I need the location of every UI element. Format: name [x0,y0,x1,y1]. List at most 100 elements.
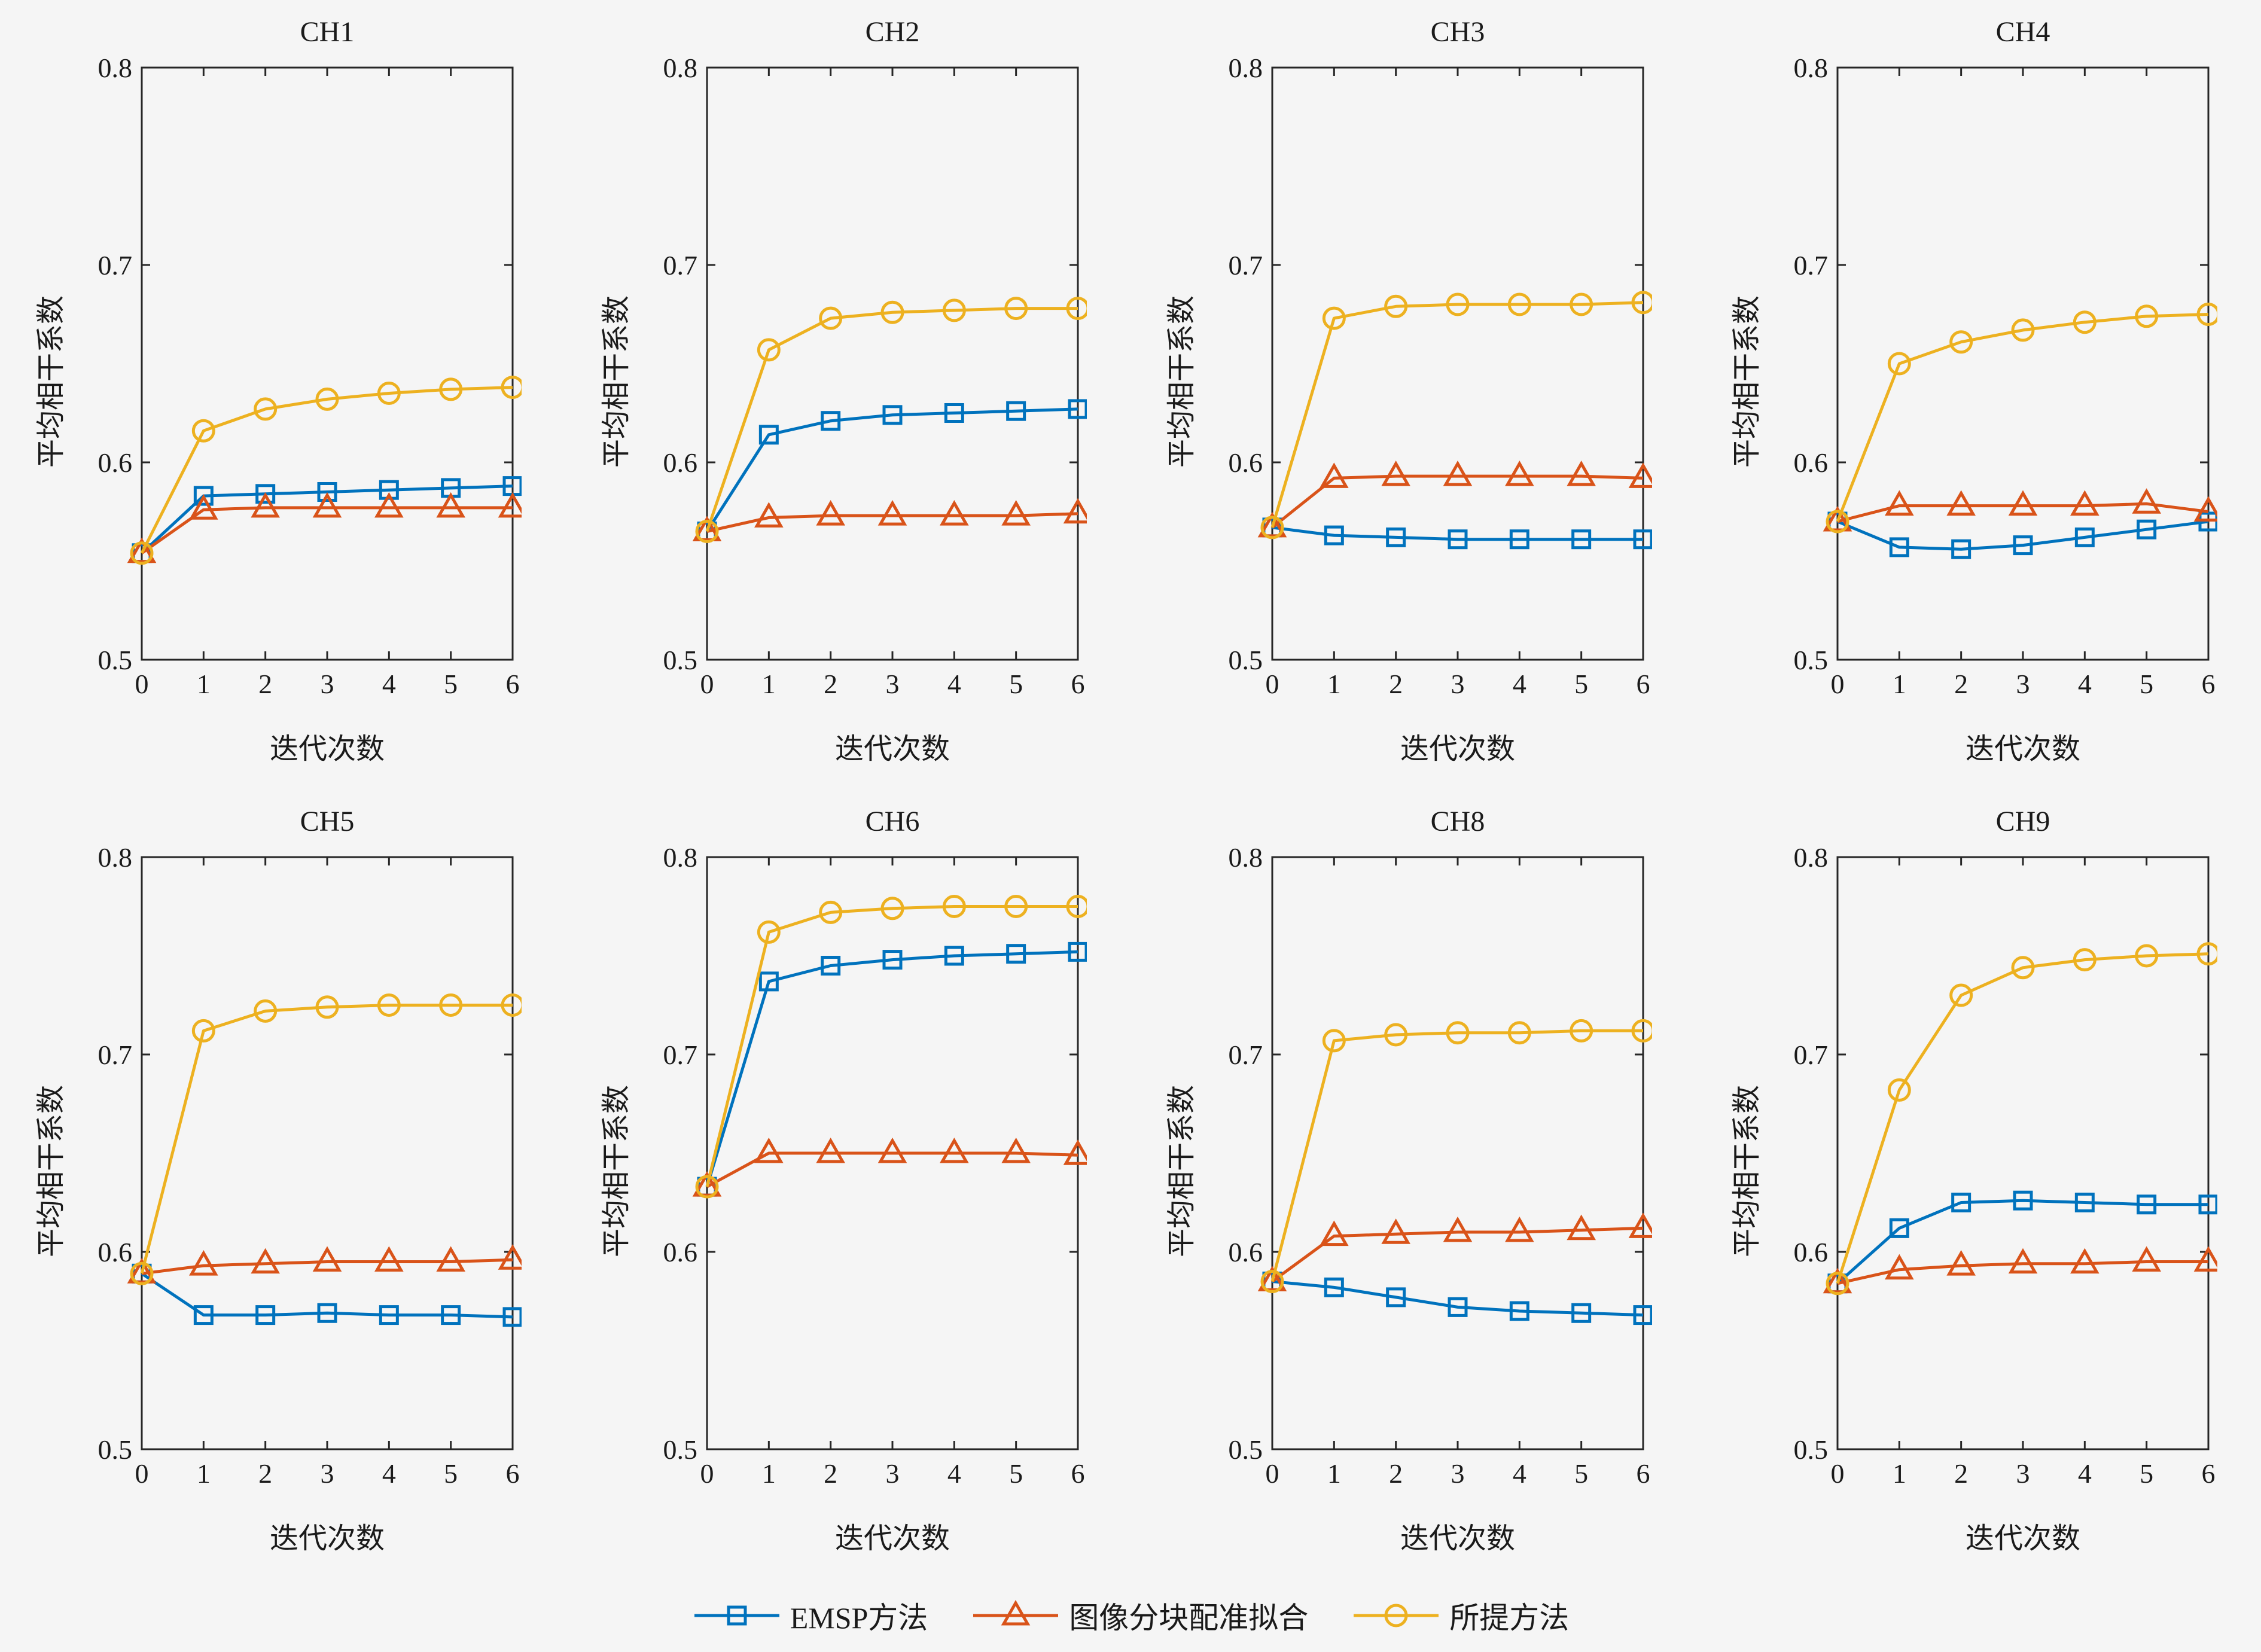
data-point-marker [2132,488,2161,514]
data-point-marker [436,1246,465,1272]
series-line [705,905,1078,1187]
y-axis-label: 平均相干系数 [601,1084,632,1258]
axis-tick-label: 0.7 [1229,1040,1263,1070]
data-point-marker [758,971,779,992]
axis-tick-label: 6 [1071,669,1085,699]
data-point-marker [754,1137,784,1163]
data-point-marker [1946,1250,1976,1276]
data-point-marker [1381,461,1410,486]
axes-frame [1271,66,1644,661]
data-point-marker [317,482,337,502]
axis-tick-label: 6 [2202,1458,2216,1489]
chart-ch3: CH3 平均相干系数 0.5 0.6 0.7 0.8 0 1 2 3 4 5 6 迭代次数 [1130,0,1696,790]
data-point-marker [439,993,463,1017]
axis-tick-label: 2 [258,1458,272,1489]
chart-ch8: CH8 平均相干系数 0.5 0.6 0.7 0.8 0 1 2 3 4 5 6 迭代次数 [1130,790,1696,1579]
axis-tick-label: 2 [824,669,837,699]
data-point-marker [1322,1029,1346,1053]
data-point-marker [2074,1193,2095,1212]
chart-ch2: CH2 平均相干系数 0.5 0.6 0.7 0.8 0 1 2 3 4 5 6 迭代次数 [565,0,1130,790]
data-point-marker [1324,525,1344,545]
data-point-marker [254,999,278,1023]
data-point-marker [1001,500,1031,526]
axis-tick-label: 3 [886,669,900,699]
series-line [141,1258,513,1275]
axis-tick-label: 5 [2140,669,2153,699]
data-point-marker [692,1171,722,1197]
data-point-marker [2137,519,2157,540]
axis-tick-label: 4 [1513,669,1526,699]
x-axis-label: 迭代次数 [1965,1523,2080,1555]
data-point-marker [942,895,966,918]
data-point-marker [819,900,843,924]
axis-tick-label: 6 [506,669,520,699]
axis-tick-label: 3 [321,1458,334,1489]
data-point-marker [251,1248,280,1274]
data-point-marker [695,520,719,543]
chart-ch1: CH1 平均相干系数 0.5 0.6 0.7 0.8 0 1 2 3 4 5 6 迭代次数 [0,0,565,790]
data-point-marker [1063,1139,1087,1165]
chart-title: CH4 [1995,16,2050,48]
chart-ch5: CH5 平均相干系数 0.5 0.6 0.7 0.8 0 1 2 3 4 5 6 迭代次数 [0,790,565,1579]
data-point-marker [441,1305,461,1325]
axis-tick-label: 0 [700,1458,714,1489]
axis-tick-label: 0.7 [663,1040,698,1070]
data-point-marker [1063,498,1087,524]
data-point-marker [1889,1218,1909,1238]
data-point-marker [1006,944,1026,964]
axis-tick-label: 0.6 [98,1237,133,1267]
data-point-marker [944,946,964,966]
chart-title: CH5 [300,806,355,837]
legend: EMSP方法 图像分块配准拟合 所提方法 [0,1579,2261,1652]
data-point-marker [374,492,404,518]
chart-title: CH6 [865,806,920,837]
data-point-marker [1571,1303,1592,1323]
axes-frame [141,66,514,661]
data-point-marker [1066,895,1087,918]
axis-tick-label: 4 [382,1458,396,1489]
data-point-marker [2132,1246,2161,1272]
data-point-marker [1570,1019,1593,1043]
legend-label: EMSP方法 [790,1601,928,1635]
series-line [1272,1280,1644,1317]
axis-tick-label: 0 [135,669,149,699]
axis-tick-label: 0.7 [1229,250,1263,281]
axis-tick-label: 6 [1071,1458,1085,1489]
axis-tick-label: 2 [824,1458,837,1489]
data-point-marker [754,502,784,528]
axis-tick-label: 0.8 [1229,848,1263,873]
data-point-marker [317,1303,337,1323]
plot-area: 0.5 0.6 0.7 0.8 0 1 2 3 4 5 6 [98,59,522,699]
legend-item-proposed: 所提方法 [1351,1594,1569,1637]
axes-frame [141,856,514,1450]
y-axis-label: 平均相干系数 [1731,295,1763,468]
series-line [1836,313,2209,522]
data-point-marker [1006,401,1026,421]
series-line [1837,502,2209,523]
axis-tick-label: 6 [2202,669,2216,699]
series-line [706,1151,1078,1188]
legend-swatch-square-icon [694,1605,779,1626]
chart-title: CH9 [1995,806,2050,837]
axis-tick-label: 6 [506,1458,520,1489]
data-point-marker [1320,1220,1349,1246]
axis-tick-label: 0.6 [1794,1237,1829,1267]
data-point-marker [1826,510,1849,534]
axis-tick-label: 0.5 [1794,645,1829,675]
axis-tick-label: 2 [1389,1458,1403,1489]
legend-swatch-triangle-icon [973,1599,1059,1626]
data-point-marker [1324,1277,1344,1297]
series-line [140,386,513,554]
data-point-marker [1507,292,1531,316]
axis-tick-label: 0.8 [1794,848,1829,873]
data-point-marker [1509,529,1529,550]
axis-tick-label: 3 [321,669,334,699]
data-point-marker [191,419,215,443]
data-point-marker [1446,1021,1470,1045]
plot-area: 0.5 0.6 0.7 0.8 0 1 2 3 4 5 6 [98,848,522,1489]
axis-tick-label: 6 [1637,1458,1650,1489]
data-point-marker [2073,310,2097,334]
data-point-marker [502,1307,522,1327]
axis-tick-label: 0 [1831,1458,1845,1489]
axis-tick-label: 3 [886,1458,900,1489]
